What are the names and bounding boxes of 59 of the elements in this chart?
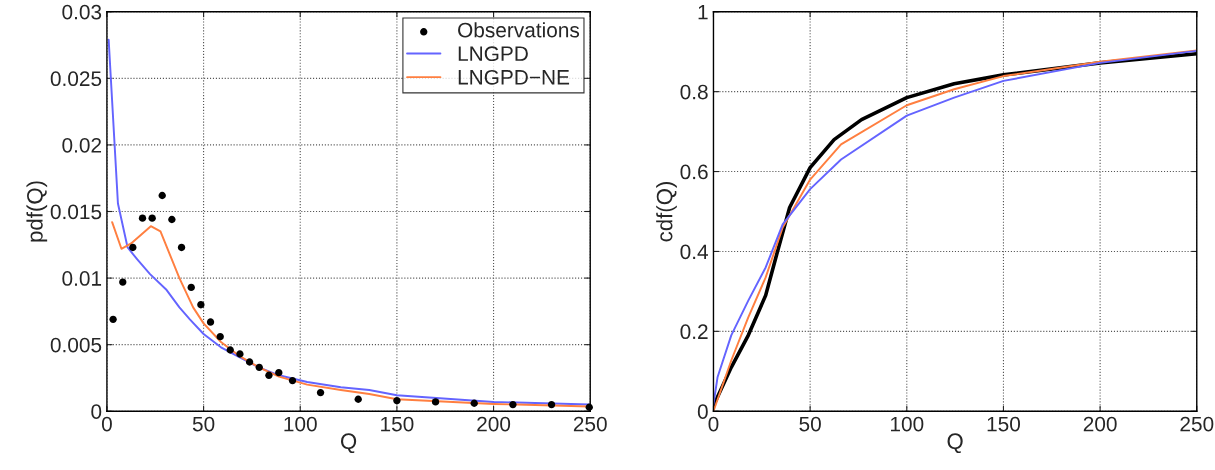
y-tick-label: 0.6 xyxy=(680,164,708,180)
y-tick-label: 1 xyxy=(698,4,708,20)
point xyxy=(393,396,401,405)
y-axis-title: pdf(Q) xyxy=(26,181,48,242)
y-tick-label: 0.015 xyxy=(50,204,102,220)
x-tick-label: 200 xyxy=(1083,416,1117,432)
y-tick-label: 0.2 xyxy=(680,324,708,340)
x-axis-title: Q xyxy=(340,433,357,454)
point xyxy=(288,376,297,385)
point xyxy=(206,318,215,326)
point xyxy=(236,350,244,358)
x-tick-label: 0 xyxy=(101,416,112,432)
x-tick-label: 100 xyxy=(891,416,924,432)
point xyxy=(431,398,440,406)
x-tick-label: 150 xyxy=(987,416,1021,432)
point xyxy=(245,358,254,366)
point xyxy=(177,243,186,252)
point xyxy=(275,368,283,377)
legend-label: LNGPD−NE xyxy=(458,69,570,85)
point xyxy=(138,214,147,222)
point xyxy=(509,400,517,409)
x-tick-label: 150 xyxy=(381,416,414,432)
point xyxy=(158,191,166,200)
point xyxy=(148,214,156,222)
y-tick-label: 0.02 xyxy=(62,137,102,153)
point xyxy=(119,278,127,286)
point xyxy=(470,399,478,407)
point xyxy=(168,215,176,224)
x-tick-label: 250 xyxy=(573,416,607,432)
x-tick-label: 250 xyxy=(1180,416,1214,432)
point xyxy=(216,333,224,341)
x-tick-label: 50 xyxy=(799,416,821,432)
y-axis-title: cdf(Q) xyxy=(656,182,677,242)
y-tick-label: 0.4 xyxy=(680,244,708,260)
point xyxy=(129,243,137,252)
point xyxy=(226,346,234,354)
x-tick-label: 200 xyxy=(477,416,511,432)
legend-label: LNGPD xyxy=(458,46,528,62)
y-tick-label: 0.005 xyxy=(50,337,102,353)
point xyxy=(265,371,273,379)
x-tick-label: 100 xyxy=(284,416,317,432)
y-tick-label: 0.025 xyxy=(50,71,102,87)
x-tick-label: 0 xyxy=(708,416,719,432)
y-tick-label: 0.8 xyxy=(680,84,708,100)
legend-label: Observations xyxy=(458,22,580,38)
y-tick-label: 0 xyxy=(697,404,708,419)
x-tick-label: 50 xyxy=(192,416,215,432)
point xyxy=(109,315,117,324)
point xyxy=(585,403,593,411)
point xyxy=(547,400,556,409)
point xyxy=(316,388,325,397)
point xyxy=(197,301,205,309)
point xyxy=(255,363,263,371)
x-axis-title: Q xyxy=(947,433,963,454)
point xyxy=(187,283,195,292)
point xyxy=(354,395,362,403)
y-tick-label: 0.03 xyxy=(62,4,102,20)
y-tick-label: 0.01 xyxy=(62,271,102,286)
y-tick-label: 0 xyxy=(91,404,102,419)
